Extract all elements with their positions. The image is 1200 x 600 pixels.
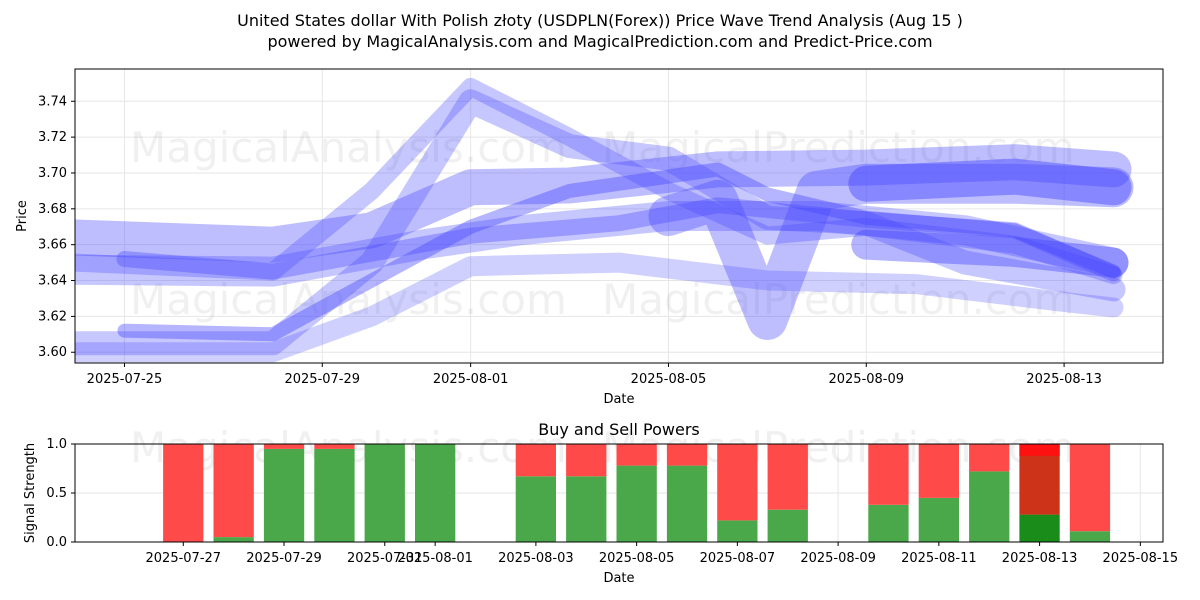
buy-bar: [415, 444, 456, 542]
signal-x-ticks: 2025-07-27 2025-07-29 2025-07-312025-08-01…: [146, 542, 1179, 566]
signal-x-label: Date: [603, 571, 634, 586]
wave-series: [75, 77, 1134, 363]
buy-bar: [515, 476, 556, 542]
buy-bar: [868, 504, 909, 542]
wave-line-1: [75, 144, 1132, 263]
sell-bar: [717, 444, 758, 521]
price-y-tick-label: 3.72: [38, 130, 67, 145]
price-x-tick-label: 2025-08-05: [631, 372, 707, 387]
watermark-prediction-top: MagicalPrediction.com: [602, 123, 1075, 172]
sell-bar: [163, 444, 204, 542]
wave-line-7: [117, 162, 1121, 342]
signal-x-tick-label: 2025-08-03: [498, 551, 574, 566]
buy-bar: [314, 448, 355, 542]
signal-x-tick-label: 2025-08-11: [901, 551, 977, 566]
wave-line-6: [116, 197, 1122, 282]
watermark-prediction-bottom: MagicalPrediction.com: [602, 275, 1075, 324]
wave-line-9: [848, 158, 1132, 206]
signal-x-tick-label: 2025-08-13: [1002, 551, 1078, 566]
wave-line-3: [75, 89, 1126, 356]
signal-x-tick-label: 2025-07-31: [347, 551, 423, 566]
price-x-tick-label: 2025-07-25: [87, 372, 163, 387]
wave-line-2: [75, 201, 1129, 287]
wave-line-8: [648, 163, 1134, 340]
signal-y-tick-label: 0.0: [46, 535, 67, 550]
buy-bar: [969, 471, 1010, 542]
sell-bar: [666, 444, 708, 466]
price-y-tick-label: 3.66: [38, 238, 67, 253]
watermark-analysis-top: MagicalAnalysis.com: [130, 123, 567, 172]
price-x-label: Date: [603, 392, 634, 407]
price-y-tick-label: 3.62: [38, 309, 67, 324]
price-y-tick-label: 3.60: [38, 345, 67, 360]
sell-bar: [918, 444, 959, 498]
buy-bar: [616, 465, 657, 542]
sell-bar: [868, 444, 909, 505]
buy-bar: [666, 465, 708, 542]
buy-bar: [566, 476, 607, 542]
price-axes-frame: [74, 68, 1164, 364]
price-y-tick-label: 3.70: [38, 166, 67, 181]
sell-bar: [767, 444, 808, 510]
price-x-tick-label: 2025-08-13: [1026, 372, 1102, 387]
signal-title: Buy and Sell Powers: [538, 420, 700, 439]
sell-bar: [1069, 444, 1111, 532]
watermark-analysis-bottom: MagicalAnalysis.com: [130, 275, 567, 324]
chart-title: United States dollar With Polish złoty (…: [237, 11, 963, 30]
buy-bar: [717, 520, 758, 542]
signal-x-tick-label: 2025-07-27: [146, 551, 222, 566]
signal-x-tick-label: 2025-08-01: [397, 551, 473, 566]
chart-subtitle: powered by MagicalAnalysis.com and Magic…: [267, 32, 932, 51]
signal-x-tick-label: 2025-08-07: [700, 551, 776, 566]
buy-bar: [1069, 531, 1111, 542]
price-panel: MagicalAnalysis.com MagicalPrediction.co…: [15, 68, 1164, 407]
buy-bar: [767, 509, 808, 542]
signal-x-tick-label: 2025-08-05: [599, 551, 675, 566]
wave-line-10: [851, 229, 1129, 278]
signal-x-tick-label: 2025-08-09: [800, 551, 876, 566]
signal-y-label: Signal Strength: [23, 443, 38, 543]
sell-bar: [515, 444, 556, 477]
buy-bar: [213, 537, 254, 542]
price-x-tick-label: 2025-08-01: [433, 372, 509, 387]
price-y-tick-label: 3.68: [38, 202, 67, 217]
price-plot-area: [75, 69, 1163, 363]
price-y-tick-label: 3.64: [38, 274, 67, 289]
buy-bar: [1019, 514, 1060, 542]
price-x-ticks: 2025-07-25 2025-07-29 2025-08-01 2025-08-05…: [87, 363, 1102, 387]
wave-line-4: [75, 252, 1124, 363]
sell-bar: [213, 444, 254, 538]
buy-bar: [364, 444, 405, 542]
sell-bar: [969, 444, 1010, 472]
price-y-tick-label: 3.74: [38, 94, 67, 109]
signal-y-ticks: 0.0 0.5 1.0: [46, 437, 75, 550]
signal-x-tick-label: 2025-07-29: [246, 551, 322, 566]
signal-y-tick-label: 0.5: [46, 486, 67, 501]
price-x-tick-label: 2025-08-09: [828, 372, 904, 387]
sell-bar: [314, 444, 355, 449]
price-y-ticks: 3.60 3.62 3.64 3.66 3.68 3.70 3.72 3.74: [38, 94, 75, 360]
price-x-tick-label: 2025-07-29: [284, 372, 360, 387]
signal-bars: [163, 444, 1111, 542]
buy-bar: [263, 448, 305, 542]
signal-x-tick-label: 2025-08-15: [1103, 551, 1179, 566]
price-grid: [75, 69, 1163, 363]
sell-bar-strong: [1019, 444, 1060, 456]
sell-bar: [263, 444, 305, 449]
sell-bar: [566, 444, 607, 477]
signal-y-tick-label: 1.0: [46, 437, 67, 452]
buy-bar: [918, 497, 959, 542]
wave-line-5: [75, 77, 1123, 285]
sell-bar: [616, 444, 657, 466]
price-y-label: Price: [15, 200, 30, 232]
signal-panel: Buy and Sell Powers MagicalAnalysis.com …: [23, 420, 1178, 586]
